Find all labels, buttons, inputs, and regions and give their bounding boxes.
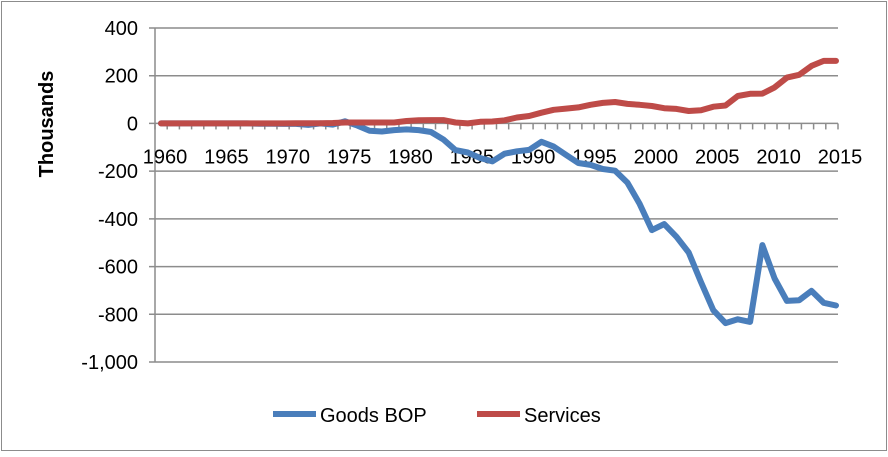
y-tick-label: 400 bbox=[105, 18, 138, 40]
x-tick-label: 2015 bbox=[818, 146, 863, 168]
legend-label-services: Services bbox=[524, 405, 601, 427]
x-tick-label: 1975 bbox=[327, 146, 372, 168]
y-tick-label: -1,000 bbox=[81, 352, 138, 374]
y-tick-label: -400 bbox=[98, 209, 138, 231]
x-tick-label: 1980 bbox=[388, 146, 433, 168]
x-tick-label: 2010 bbox=[756, 146, 801, 168]
x-tick-label: 2000 bbox=[634, 146, 679, 168]
x-tick-label: 1970 bbox=[265, 146, 310, 168]
y-tick-label: 200 bbox=[105, 66, 138, 88]
y-axis-label: Thousands bbox=[36, 71, 58, 178]
x-tick-label: 1965 bbox=[204, 146, 249, 168]
series-line-services bbox=[158, 57, 839, 127]
legend: Goods BOP Services bbox=[273, 405, 601, 427]
y-tick-label: 0 bbox=[127, 113, 138, 135]
legend-label-goods-bop: Goods BOP bbox=[320, 405, 427, 427]
y-tick-label: -800 bbox=[98, 304, 138, 326]
y-tick-label: -200 bbox=[98, 161, 138, 183]
x-tick-label: 2005 bbox=[695, 146, 740, 168]
x-tick-label: 1960 bbox=[143, 146, 188, 168]
y-tick-label: -600 bbox=[98, 257, 138, 279]
